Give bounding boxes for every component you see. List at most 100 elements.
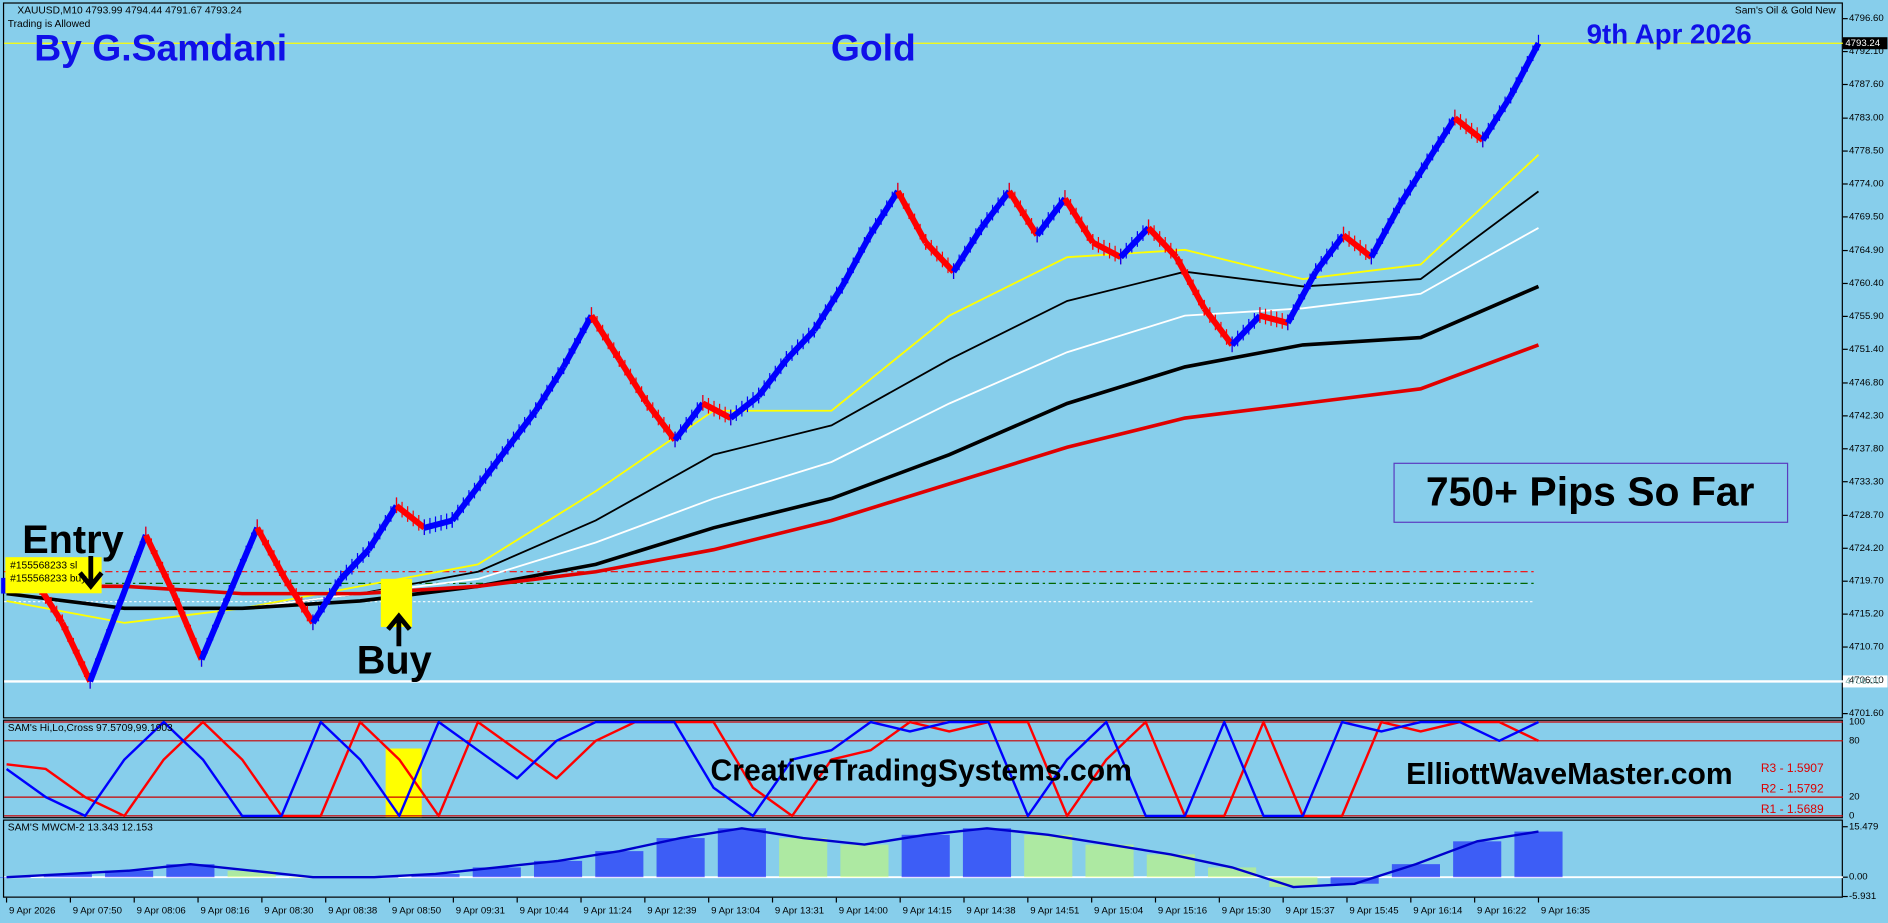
price-body xyxy=(923,240,956,274)
y-tick-label: 4733.30 xyxy=(1849,476,1884,487)
histogram-bar xyxy=(779,838,828,878)
x-tick-label: 9 Apr 16:14 xyxy=(1413,906,1463,917)
y-tick-label: 4755.90 xyxy=(1849,311,1884,322)
price-bar xyxy=(1006,182,1040,243)
histogram-bar xyxy=(43,873,92,878)
histogram-bar xyxy=(411,873,460,878)
moving-average xyxy=(6,343,1540,596)
y-tick-label: 4724.20 xyxy=(1849,543,1884,554)
x-tick-label: 9 Apr 15:16 xyxy=(1158,906,1207,917)
price-body xyxy=(951,226,984,274)
histogram-bar xyxy=(1085,844,1134,878)
histogram-bar xyxy=(656,838,705,878)
annotation-box xyxy=(1393,462,1789,523)
x-tick-label: 9 Apr 16:35 xyxy=(1541,906,1590,917)
annotation: 750+ Pips So Far xyxy=(1426,468,1755,514)
current-price-tag xyxy=(1842,37,1888,50)
order-label: #155568233 buy xyxy=(10,574,87,585)
price-body xyxy=(1507,41,1542,98)
x-tick-label: 9 Apr 16:22 xyxy=(1477,906,1526,917)
price-bar xyxy=(477,438,511,492)
y-tick-label: 4719.70 xyxy=(1849,576,1884,587)
price-body xyxy=(226,526,261,595)
price-body xyxy=(1259,312,1289,326)
order-box xyxy=(5,557,102,594)
y-tick-label: 15.479 xyxy=(1849,821,1878,832)
price-body xyxy=(701,400,733,421)
price-body xyxy=(756,357,789,398)
histogram-bar xyxy=(901,834,950,878)
y-tick-label: 4728.70 xyxy=(1849,510,1884,521)
y-tick-label: 4737.80 xyxy=(1849,443,1884,454)
price-body xyxy=(644,401,678,442)
x-tick-label: 9 Apr 08:16 xyxy=(200,906,249,917)
x-tick-label: 9 Apr 07:50 xyxy=(73,906,122,917)
histogram-bar xyxy=(1146,854,1195,878)
order-label: #155568233 sl xyxy=(10,560,77,571)
price-bar xyxy=(811,277,845,338)
price-body xyxy=(979,189,1012,230)
histogram-bar xyxy=(533,860,583,878)
y-tick-label: 0 xyxy=(1849,810,1854,821)
x-tick-label: 9 Apr 11:24 xyxy=(583,906,632,917)
y-tick-label: 4792.10 xyxy=(1849,46,1884,57)
x-tick-label: 9 Apr 15:45 xyxy=(1349,906,1398,917)
price-body xyxy=(811,284,845,332)
price-body xyxy=(784,328,817,362)
entry-arrow xyxy=(78,555,104,590)
osc-frame xyxy=(2,719,1843,819)
price-body xyxy=(1453,115,1485,143)
y-tick-label: 4760.40 xyxy=(1849,278,1884,289)
price-body xyxy=(1118,225,1151,260)
price-body xyxy=(672,401,706,442)
y-tick-label: 4746.80 xyxy=(1849,378,1884,389)
price-bar xyxy=(1341,226,1374,265)
histogram-bar xyxy=(1269,877,1318,887)
price-body xyxy=(310,577,344,625)
price-body xyxy=(533,365,567,413)
author: By G.Samdani xyxy=(34,26,287,68)
oscillator-line xyxy=(6,720,1539,818)
histogram-bar xyxy=(717,828,766,878)
x-tick-label: 9 Apr 2026 xyxy=(9,906,55,917)
price-body xyxy=(282,577,316,625)
hist-panel xyxy=(0,826,1848,898)
x-tick-label: 9 Apr 12:39 xyxy=(647,906,696,917)
price-bar xyxy=(1201,299,1235,353)
price-body xyxy=(394,503,427,531)
price-bar xyxy=(143,526,177,601)
price-body xyxy=(505,408,539,450)
x-tick-label: 9 Apr 14:51 xyxy=(1030,906,1079,917)
price-body xyxy=(1341,232,1374,260)
price-body xyxy=(477,445,511,486)
price-body xyxy=(115,534,149,610)
histogram-bar xyxy=(962,828,1012,878)
price-body xyxy=(1091,239,1123,260)
indicator-name: Sam's Oil & Gold New xyxy=(1735,6,1836,17)
x-tick-label: 9 Apr 13:31 xyxy=(775,906,824,917)
histogram-bar xyxy=(227,870,276,878)
main-panel xyxy=(1,18,1888,903)
price-body xyxy=(1173,255,1207,310)
y-tick-label: 0.00 xyxy=(1849,872,1868,883)
price-body xyxy=(143,533,177,595)
x-tick-label: 9 Apr 08:30 xyxy=(264,906,313,917)
y-tick-label: 20 xyxy=(1849,792,1860,803)
x-tick-label: 9 Apr 15:37 xyxy=(1286,906,1335,917)
price-body xyxy=(895,189,929,244)
price-body xyxy=(1396,160,1430,208)
price-bar xyxy=(310,570,344,631)
histogram-bar xyxy=(166,864,215,878)
date: 9th Apr 2026 xyxy=(1587,18,1752,49)
status: Trading is Allowed xyxy=(8,19,91,30)
histogram-bar xyxy=(1208,867,1257,878)
price-bar xyxy=(115,526,149,616)
price-body xyxy=(338,547,371,582)
hist-title: SAM'S MWCM-2 13.343 12.153 xyxy=(8,823,153,834)
oscillator-line xyxy=(5,720,1539,818)
price-body xyxy=(1229,313,1263,347)
symbol-info: XAUUSD,M10 4793.99 4794.44 4791.67 4793.… xyxy=(17,6,242,17)
price-body xyxy=(839,233,873,288)
